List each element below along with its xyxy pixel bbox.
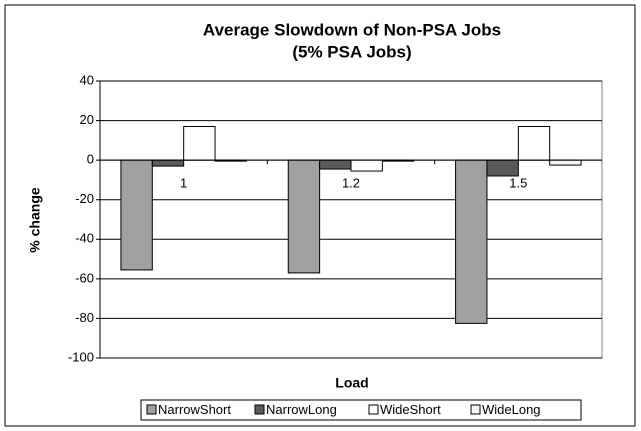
plot-area [99,80,603,359]
chart-title: Average Slowdown of Non-PSA Jobs [203,20,501,39]
y-tick-label: 40 [80,72,94,87]
y-tick-label: -60 [75,270,94,285]
bar [517,126,551,161]
bar [287,159,321,274]
x-tick-label: 1.5 [509,176,527,191]
y-tick-label: 0 [87,152,94,167]
bar [549,159,582,166]
x-axis-title: Load [335,375,368,391]
legend-label: NarrowLong [266,402,337,417]
legend-label: WideShort [380,402,441,417]
legend-label: WideLong [482,402,541,417]
y-tick-label: 20 [80,112,94,127]
legend-label: NarrowShort [158,402,231,417]
legend-swatch [470,404,481,415]
x-tick-label: 1.2 [342,176,360,191]
bar [183,126,216,161]
legend-swatch [254,404,265,415]
bar [486,159,519,177]
bar [455,159,488,324]
y-tick-label: -20 [75,191,94,206]
chart-subtitle: (5% PSA Jobs) [292,42,411,61]
x-tick-label: 1 [180,176,187,191]
bar [151,159,185,167]
bar [120,159,153,271]
legend-swatch [368,404,379,415]
y-axis-title: % change [27,187,43,253]
y-tick-label: -40 [75,231,94,246]
y-tick-label: -80 [75,310,94,325]
y-tick-label: -100 [68,349,94,364]
legend-swatch [146,404,157,415]
bar [350,159,383,172]
bar [319,159,352,170]
